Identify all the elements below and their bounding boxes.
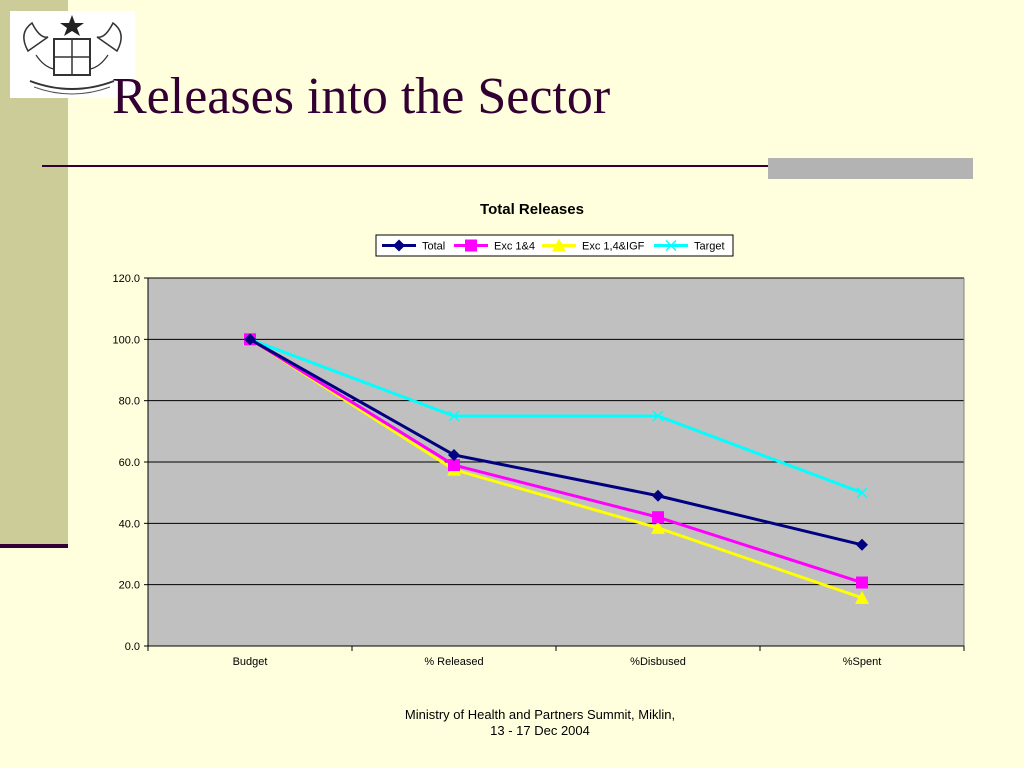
legend-label: Exc 1&4	[494, 241, 535, 253]
plot-right-border	[963, 278, 965, 646]
coat-of-arms-logo	[10, 11, 135, 98]
data-point	[448, 459, 460, 472]
series-target	[244, 333, 868, 499]
chart-axes: 0.0 20.0 40.0 60.0 80.0 100.0 120.0 Budget % Rel…	[112, 273, 965, 668]
y-tick-label: 0.0	[125, 641, 140, 653]
data-point	[856, 576, 868, 589]
footer-line-2: 13 - 17 Dec 2004	[490, 723, 590, 738]
chart-title: Total Releases	[480, 201, 584, 218]
legend-swatch-marker	[393, 239, 405, 252]
data-point	[244, 333, 256, 346]
title-divider	[42, 165, 973, 167]
slide-footer: Ministry of Health and Partners Summit, …	[340, 707, 740, 739]
slide-title: Releases into the Sector	[112, 68, 611, 125]
legend-swatch-marker	[552, 238, 566, 252]
data-point	[652, 489, 664, 502]
legend-entry: Total	[382, 239, 445, 253]
series-line	[249, 337, 863, 495]
x-tick-label: % Released	[424, 656, 483, 668]
x-tick-label: %Spent	[843, 656, 882, 668]
y-tick-label: 100.0	[112, 334, 140, 346]
legend-entry: Exc 1,4&IGF	[542, 238, 645, 253]
legend-entry: Exc 1&4	[454, 239, 535, 253]
x-tick-label: %Disbused	[630, 656, 686, 668]
footer-line-1: Ministry of Health and Partners Summit, …	[404, 707, 676, 722]
series-total	[244, 333, 868, 551]
y-tick-label: 20.0	[119, 580, 140, 592]
legend-swatch-marker	[465, 239, 477, 252]
series-line	[249, 338, 863, 547]
data-point	[448, 410, 460, 422]
legend-swatch-marker	[665, 239, 677, 252]
series-layer	[243, 332, 869, 604]
series-line	[249, 338, 863, 600]
legend-entry: Target	[654, 239, 725, 253]
legend-label: Exc 1,4&IGF	[582, 241, 645, 253]
data-point	[652, 511, 664, 524]
data-point	[448, 448, 460, 461]
y-tick-label: 80.0	[119, 396, 140, 408]
data-point	[856, 538, 868, 551]
series-line	[249, 338, 863, 584]
side-accent-rule	[0, 544, 68, 548]
data-point	[856, 487, 868, 499]
chart-legend: Total Exc 1&4 Exc 1,4&IGF Target	[375, 234, 734, 257]
data-point	[651, 520, 665, 534]
y-tick-label: 60.0	[119, 457, 140, 469]
data-point	[855, 590, 869, 604]
data-point	[652, 410, 664, 422]
legend-label: Total	[422, 241, 445, 253]
legend-label: Target	[694, 241, 725, 253]
title-accent-block	[768, 158, 973, 179]
y-tick-label: 120.0	[112, 273, 140, 285]
y-tick-label: 40.0	[119, 518, 140, 530]
x-tick-label: Budget	[233, 656, 268, 668]
